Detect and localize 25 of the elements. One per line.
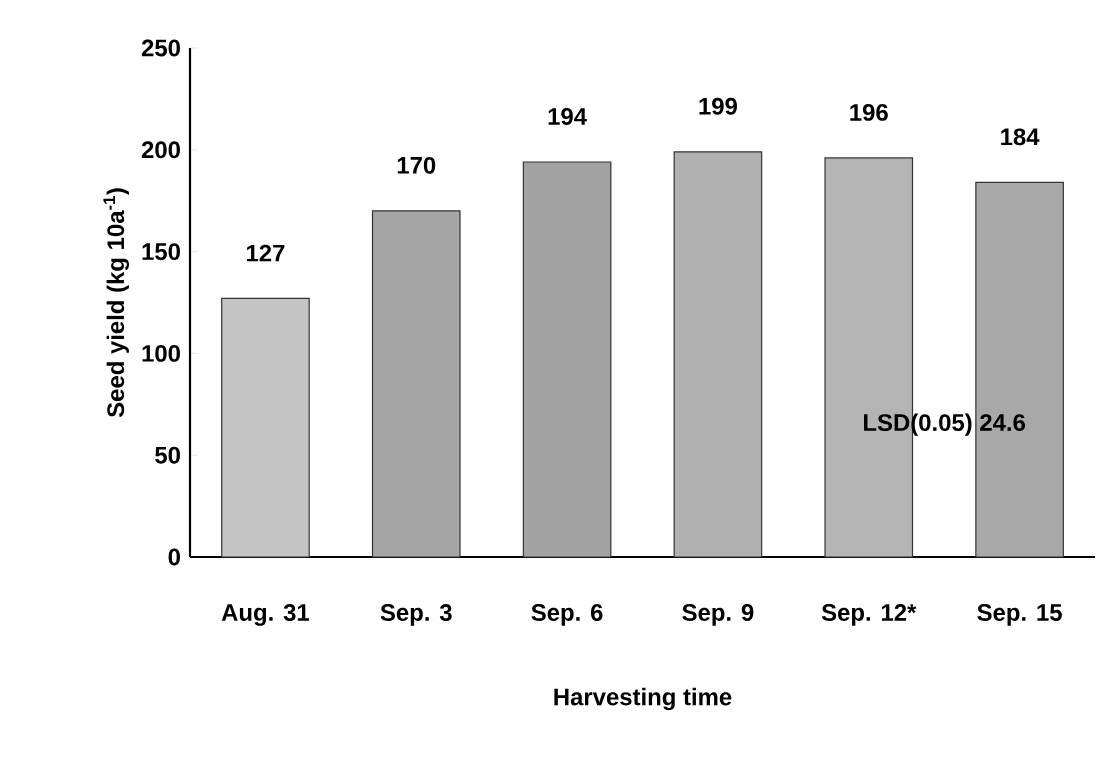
bar — [673, 151, 763, 558]
y-tick-label: 100 — [142, 344, 180, 362]
bar — [371, 210, 461, 558]
y-tick-label: 0 — [168, 548, 180, 566]
bar — [522, 161, 612, 558]
y-tick-label: 150 — [142, 243, 180, 261]
y-axis-title: Seed yield (kg 10a$^{-1}$) — [103, 188, 130, 418]
x-tick-label: Aug. 31 — [221, 604, 310, 626]
y-tick-label: 250 — [141, 39, 180, 57]
x-tick-label: Sep. 6 — [531, 604, 603, 626]
data-label: 170 — [397, 156, 436, 174]
data-label: 194 — [548, 108, 587, 125]
data-label: 199 — [699, 97, 737, 115]
x-tick-label: Sep. 3 — [380, 604, 452, 626]
bar — [975, 181, 1064, 558]
data-label: 196 — [850, 103, 888, 121]
x-axis-title: Harvesting time — [554, 687, 732, 711]
x-tick-label: Sep. 9 — [682, 604, 754, 626]
x-tick-label: Sep. 15 — [977, 604, 1062, 626]
data-label: 127 — [246, 244, 285, 262]
bar — [221, 297, 310, 558]
data-label: 184 — [1001, 128, 1040, 146]
y-tick-label: 50 — [155, 446, 180, 464]
x-tick-label: Sep. 12* — [821, 604, 917, 626]
y-tick-label: 200 — [141, 141, 180, 159]
